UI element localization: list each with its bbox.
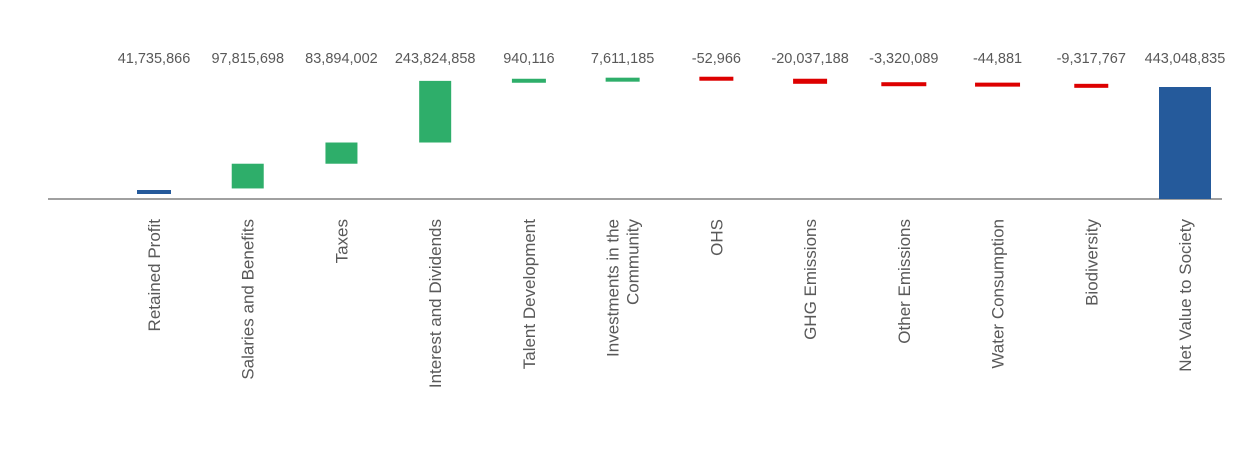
value-label-3: 83,894,002: [305, 51, 378, 67]
bar-7: [699, 76, 734, 81]
value-label-5: 940,116: [503, 51, 554, 67]
bar-8: [793, 78, 828, 84]
value-label-2: 97,815,698: [211, 51, 284, 67]
value-label-8: -20,037,188: [771, 51, 848, 67]
bar-10: [975, 82, 1021, 87]
bar-3: [325, 142, 358, 164]
bars-group: [137, 76, 1211, 199]
value-label-10: -44,881: [973, 51, 1022, 67]
bar-4: [419, 80, 452, 143]
category-label-2: Salaries and Benefits: [239, 219, 258, 380]
category-label-5: Talent Development: [520, 219, 539, 370]
category-label-4: Interest and Dividends: [426, 219, 445, 388]
value-label-7: -52,966: [692, 51, 741, 67]
category-label-3: Taxes: [332, 219, 351, 263]
bar-11: [1074, 83, 1109, 88]
value-label-12: 443,048,835: [1145, 51, 1226, 67]
value-label-9: -3,320,089: [869, 51, 938, 67]
category-label-1: Retained Profit: [145, 219, 164, 332]
category-label-12: Net Value to Society: [1176, 219, 1195, 372]
category-label-9: Other Emissions: [895, 219, 914, 344]
category-label-8: GHG Emissions: [801, 219, 820, 340]
value-label-11: -9,317,767: [1057, 51, 1126, 67]
category-label-10: Water Consumption: [989, 219, 1008, 369]
value-labels-group: 41,735,866 97,815,698 83,894,002 243,824,85…: [118, 51, 1226, 67]
bar-6: [605, 77, 640, 82]
value-label-6: 7,611,185: [591, 51, 654, 67]
category-label-7: OHS: [707, 219, 726, 256]
bar-1: [137, 190, 171, 194]
bar-12: [1159, 87, 1211, 199]
category-label-6: Investments in theCommunity: [604, 219, 643, 357]
bar-9: [881, 82, 927, 87]
category-labels-group: Retained Profit Salaries and Benefits Taxe…: [145, 219, 1195, 389]
value-label-1: 41,735,866: [118, 51, 191, 67]
bar-5: [511, 78, 546, 83]
bar-2: [231, 163, 264, 189]
value-label-4: 243,824,858: [395, 51, 476, 67]
category-label-11: Biodiversity: [1082, 219, 1101, 306]
